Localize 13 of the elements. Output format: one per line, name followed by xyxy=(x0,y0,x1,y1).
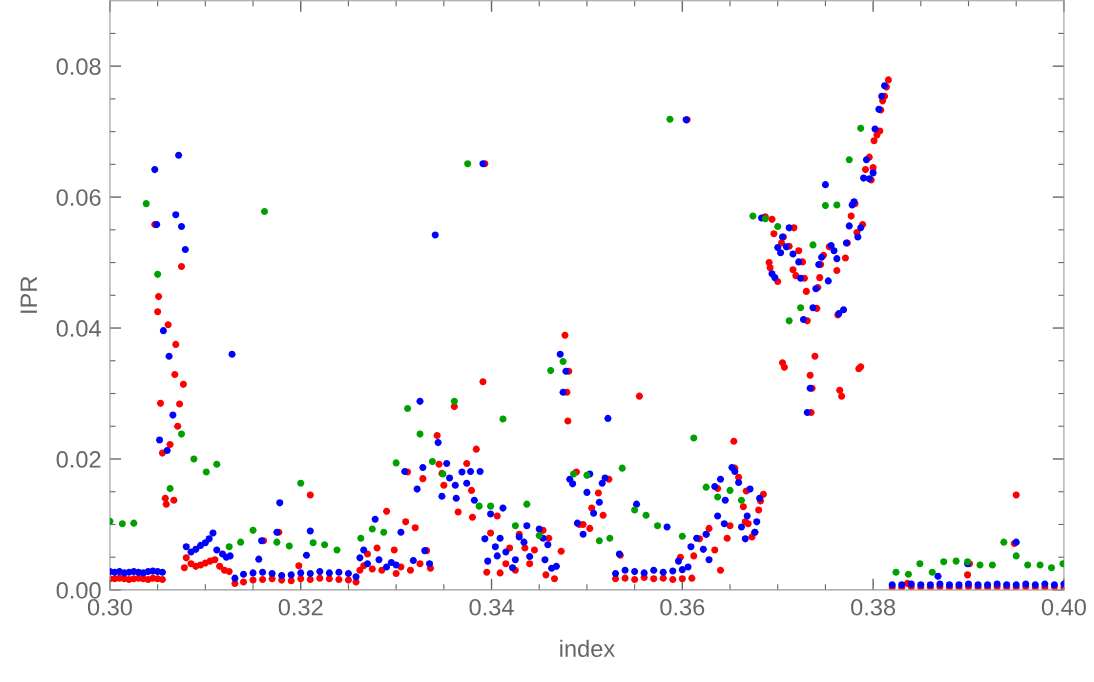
x-tick-label: 0.30 xyxy=(87,598,132,616)
y-axis-title: IPR xyxy=(20,276,37,313)
y-tick-label: 0.06 xyxy=(56,189,101,206)
x-tick-label: 0.38 xyxy=(851,598,896,616)
x-tick-label: 0.32 xyxy=(278,598,323,616)
y-tick-label: 0.08 xyxy=(56,58,101,75)
x-axis-title: index xyxy=(560,639,615,658)
y-tick-label: 0.04 xyxy=(56,320,101,337)
x-tick-label: 0.34 xyxy=(469,598,514,616)
y-tick-label: 0.02 xyxy=(56,451,101,468)
x-tick-label: 0.40 xyxy=(1041,598,1086,616)
x-tick-label: 0.36 xyxy=(660,598,705,616)
y-tick-label: 0.00 xyxy=(56,582,101,599)
